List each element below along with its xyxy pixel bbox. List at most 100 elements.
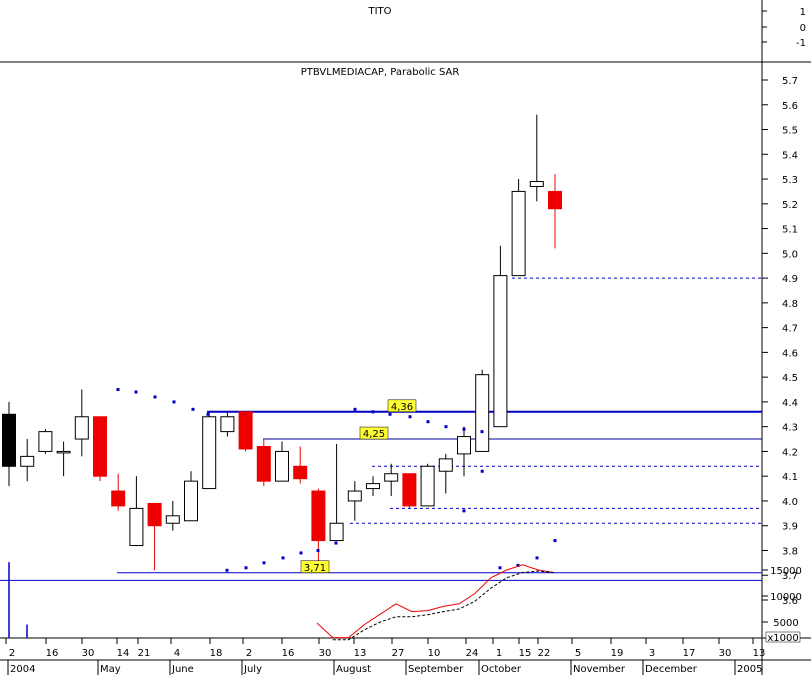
price-axis-label: 4.6 [782,348,798,359]
candlestick-series [2,114,562,571]
price-axis-label: 5.1 [782,225,798,236]
parabolic-sar-series [116,388,557,572]
volume-line-dashed [332,570,555,641]
volume-line-red [316,564,555,639]
date-axis-day-label: 14 [117,648,130,659]
volume-unit-box [765,631,801,643]
date-axis-month-label: September [408,664,464,675]
sar-dot [480,430,484,434]
candle-body [475,374,490,452]
sar-dot [153,395,157,399]
sar-dot [281,556,285,560]
sar-dot [191,407,195,411]
price-axis-label: 3.8 [782,546,798,557]
volume-unit-label: x1000 [767,633,798,644]
price-axis: 5.7 5.6 5.5 5.4 5.3 5.2 5.1 5.0 4.9 4.8 4.7 4.6 4.5 4… [762,76,798,607]
candle-body [93,416,107,477]
sar-dot [462,427,466,431]
sar-dot [225,568,229,572]
sar-dot [134,390,138,394]
candle-body [74,416,89,440]
date-axis-month-label: December [645,664,698,675]
sar-dot [516,563,520,567]
price-axis-label: 4.2 [782,447,798,458]
date-axis-day-label: 13 [753,648,766,659]
sar-dot [498,566,502,570]
price-axis-label: 4.3 [782,423,798,434]
candle-body [511,190,526,277]
candle-body [438,458,453,472]
candle-body [366,483,380,490]
date-axis-day-label: 30 [82,648,95,659]
top-axis-label: 1 [800,7,806,18]
sar-dot [172,400,176,404]
top-panel-axis: 1 0 -1 [762,7,806,49]
date-axis-day-label: 16 [282,648,295,659]
date-axis-day-label: 13 [354,648,367,659]
price-axis-label: 4.1 [782,472,798,483]
level-label-box [387,399,417,413]
price-axis-label: 5.7 [782,76,798,87]
date-axis-month-label: 2005 [737,664,762,675]
candle-body [184,480,198,522]
price-axis-label: 5.2 [782,200,798,211]
candle-body [457,436,471,455]
price-axis-label: 3.6 [782,596,798,607]
volume-axis-label: 10000 [770,592,802,603]
date-axis-day-label: 22 [538,648,551,659]
top-axis-label: 0 [800,23,806,34]
level-label: 3,71 [304,563,326,574]
sar-dot [262,561,266,565]
candle-body [402,473,417,507]
date-axis-day-label: 5 [575,648,581,659]
date-axis-day-label: 1 [496,648,502,659]
candle-body [56,450,71,454]
candle-body [493,275,508,428]
price-axis-label: 4.9 [782,274,798,285]
candle-body [275,450,289,482]
level-label-box [300,560,330,574]
candle-body [529,181,544,187]
price-axis-label: 5.6 [782,101,798,112]
date-axis-day-label: 17 [683,648,696,659]
top-panel-title: TITO [367,6,391,17]
date-axis-month-label: July [243,664,262,675]
date-axis-day-label: 2 [9,648,15,659]
sar-dot [535,556,539,560]
date-axis-day-label: 3 [649,648,655,659]
price-axis-label: 4.0 [782,497,798,508]
price-axis-label: 3.7 [782,571,798,582]
date-axis-day-label: 2 [246,648,252,659]
volume-panel [0,562,762,641]
date-axis-day-label: 18 [210,648,223,659]
date-axis-month-label: August [336,664,371,675]
sar-dot [462,509,466,513]
sar-dot [116,388,120,392]
date-axis-day-label: 4 [174,648,180,659]
price-axis-label: 4.7 [782,324,798,335]
date-axis-day-label: 21 [138,648,151,659]
volume-axis: 15000 10000 5000 x1000 [762,566,802,644]
sar-dot [426,420,430,424]
candle-body [311,490,326,542]
date-axis: 2 16 30 14 21 4 18 2 16 30 13 27 10 24 1 15 22 5 19 3 17 30 13… [5,638,766,675]
volume-axis-label: 15000 [770,566,802,577]
candle-body [111,490,126,507]
price-axis-label: 5.5 [782,126,798,137]
level-label: 4,25 [363,429,385,440]
candle-body [129,507,144,547]
candle-body [38,431,53,452]
date-axis-day-label: 15 [519,648,532,659]
sar-dot [388,412,392,416]
sar-dot [316,548,320,552]
candle-body [347,490,362,502]
date-axis-month-label: May [100,664,121,675]
sar-dot [244,566,248,570]
main-chart-title: PTBVLMEDIACAP, Parabolic SAR [301,67,460,78]
price-axis-label: 4.5 [782,373,798,384]
price-axis-label: 5.0 [782,249,798,260]
candle-body [220,416,235,433]
date-axis-month-label: October [481,664,522,675]
price-axis-label: 3.9 [782,522,798,533]
